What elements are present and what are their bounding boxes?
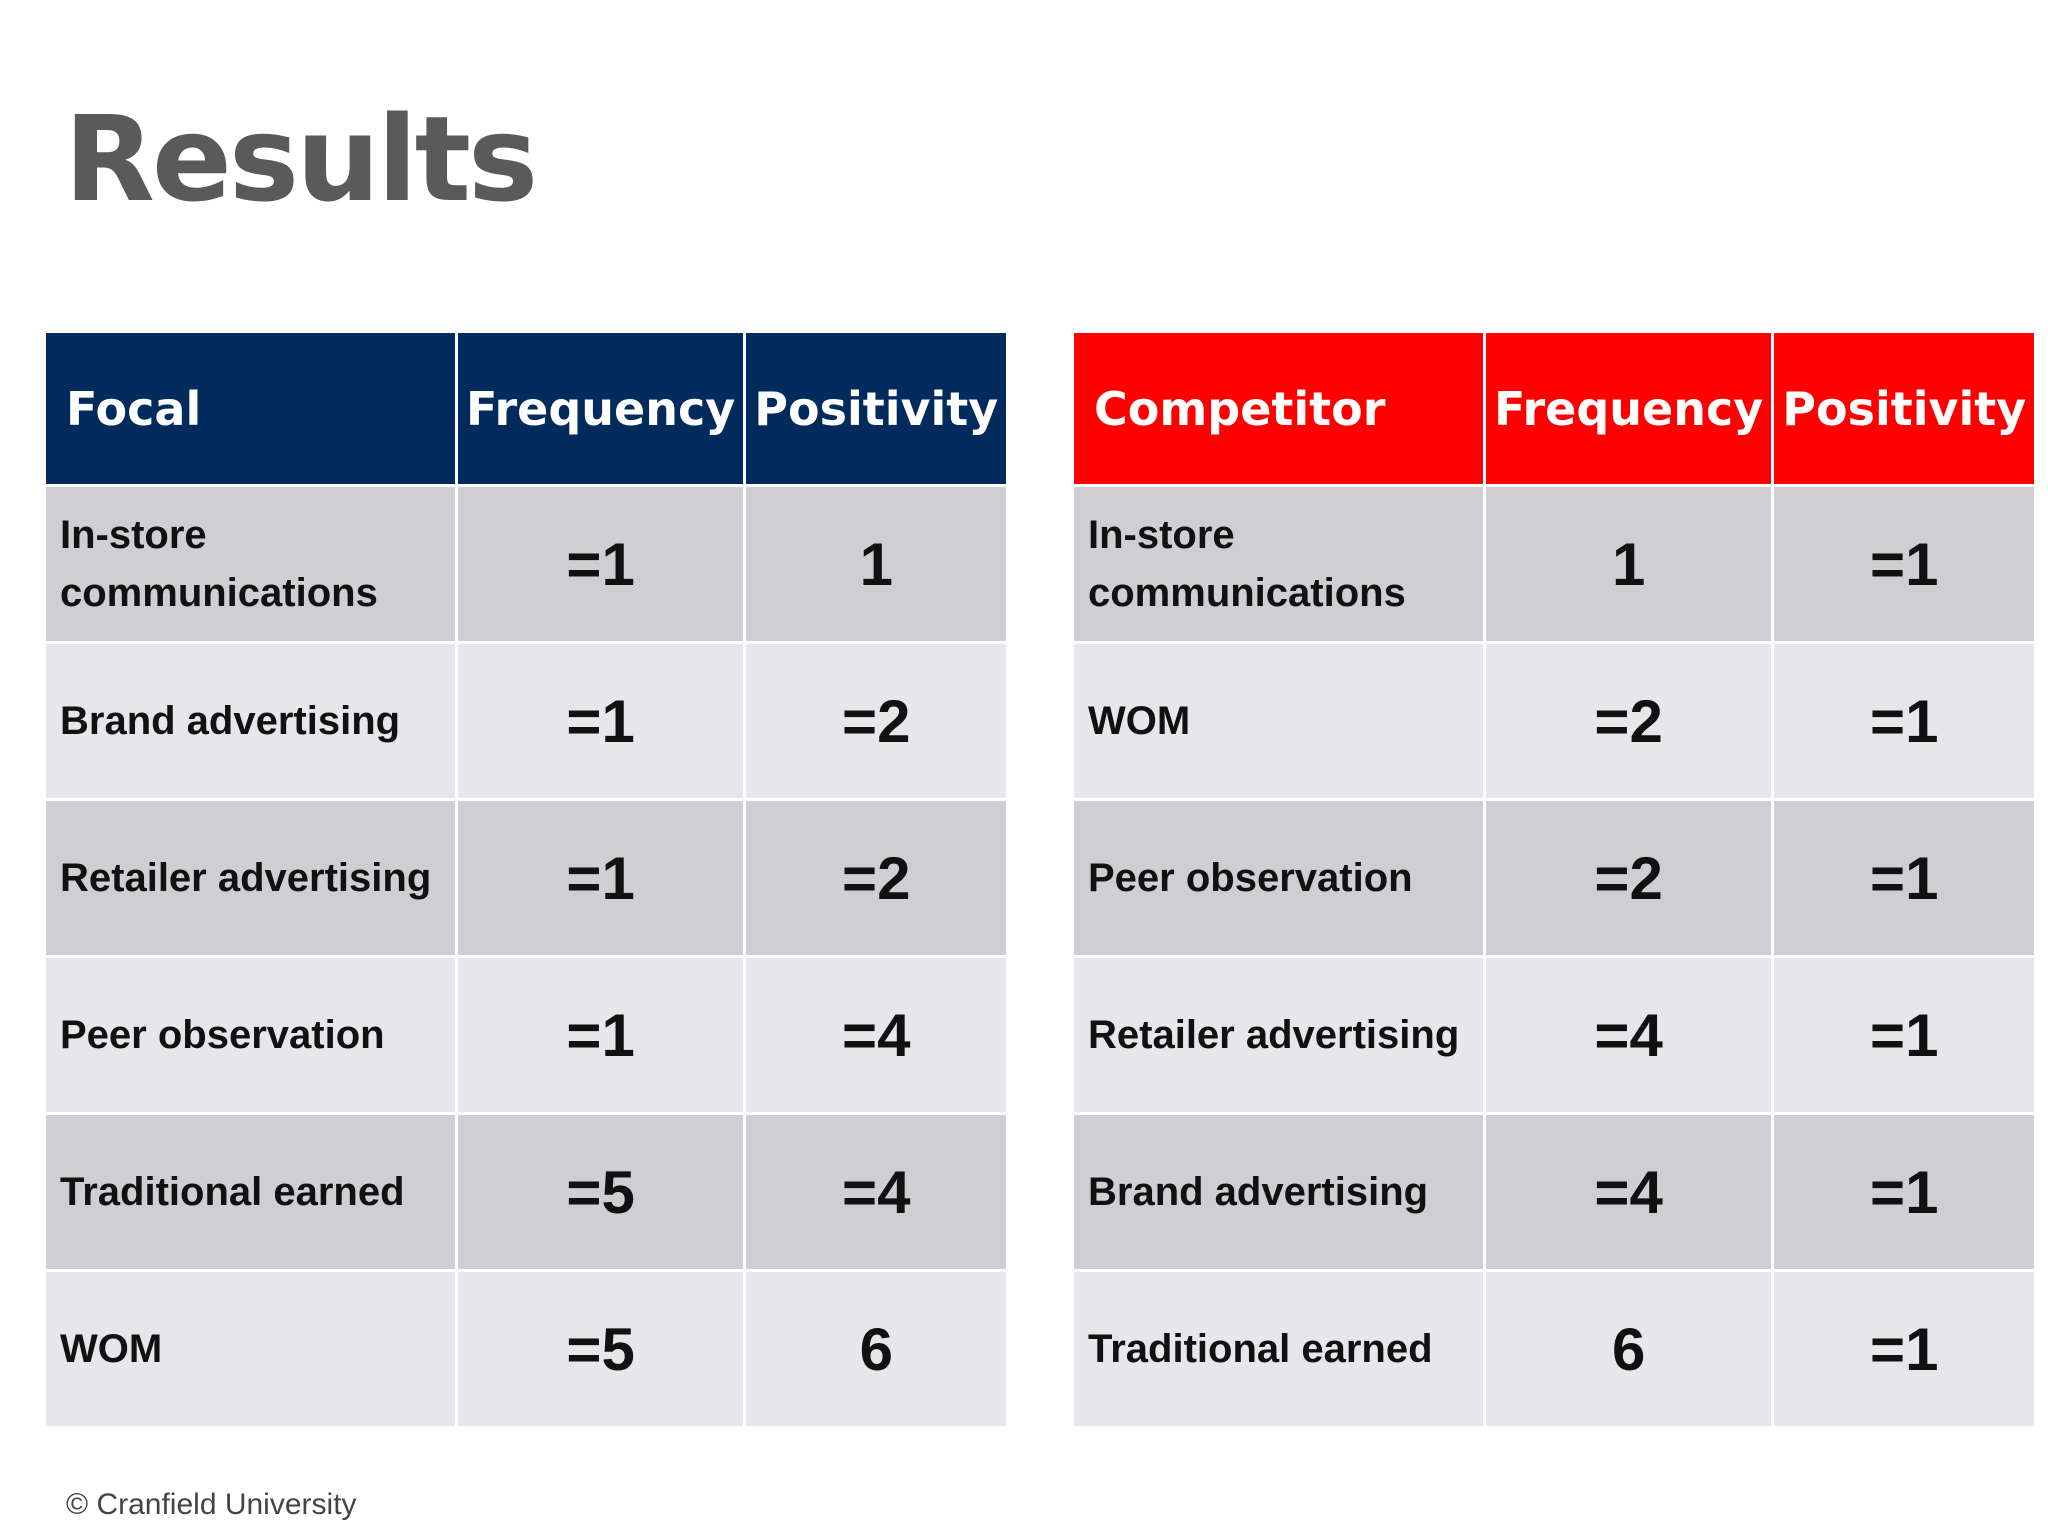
row-label: Retailer advertising [43, 798, 458, 958]
positivity-rank: =1 [1771, 641, 2038, 801]
row-label: Traditional earned [43, 1112, 458, 1272]
row-label: In-store communications [1071, 484, 1486, 644]
header-frequency: Frequency [1482, 330, 1775, 487]
header-positivity: Positivity [743, 330, 1010, 487]
positivity-rank: =2 [743, 641, 1010, 801]
frequency-rank: =1 [454, 641, 747, 801]
frequency-rank: =2 [1482, 798, 1775, 958]
positivity-rank: =4 [743, 955, 1010, 1115]
positivity-rank: =1 [1771, 484, 2038, 644]
frequency-rank: =1 [454, 955, 747, 1115]
table-row: Peer observation =1 =4 [43, 955, 1010, 1115]
header-positivity: Positivity [1771, 330, 2038, 487]
table-row: Traditional earned =5 =4 [43, 1112, 1010, 1272]
table-row: WOM =5 6 [43, 1269, 1010, 1429]
positivity-rank: =1 [1771, 798, 2038, 958]
header-competitor: Competitor [1071, 330, 1486, 487]
row-label: Peer observation [43, 955, 458, 1115]
row-label: WOM [1071, 641, 1486, 801]
frequency-rank: 1 [1482, 484, 1775, 644]
positivity-rank: =4 [743, 1112, 1010, 1272]
frequency-rank: =4 [1482, 955, 1775, 1115]
positivity-rank: =1 [1771, 1112, 2038, 1272]
focal-results-table: Focal Frequency Positivity In-store comm… [43, 330, 1010, 1429]
table-row: Peer observation =2 =1 [1071, 798, 2038, 958]
row-label: Brand advertising [43, 641, 458, 801]
frequency-rank: 6 [1482, 1269, 1775, 1429]
header-focal: Focal [43, 330, 458, 487]
table-row: Brand advertising =1 =2 [43, 641, 1010, 801]
copyright-footer: © Cranfield University [66, 1488, 357, 1521]
positivity-rank: =1 [1771, 955, 2038, 1115]
frequency-rank: =5 [454, 1269, 747, 1429]
row-label: Traditional earned [1071, 1269, 1486, 1429]
table-row: Retailer advertising =1 =2 [43, 798, 1010, 958]
table-row: Traditional earned 6 =1 [1071, 1269, 2038, 1429]
table-header-row: Focal Frequency Positivity [43, 330, 1010, 487]
frequency-rank: =2 [1482, 641, 1775, 801]
table-row: In-store communications =1 1 [43, 484, 1010, 644]
table-row: Brand advertising =4 =1 [1071, 1112, 2038, 1272]
frequency-rank: =1 [454, 798, 747, 958]
table-row: Retailer advertising =4 =1 [1071, 955, 2038, 1115]
row-label: Brand advertising [1071, 1112, 1486, 1272]
table-row: In-store communications 1 =1 [1071, 484, 2038, 644]
frequency-rank: =1 [454, 484, 747, 644]
row-label: Peer observation [1071, 798, 1486, 958]
header-frequency: Frequency [454, 330, 747, 487]
row-label: WOM [43, 1269, 458, 1429]
positivity-rank: =1 [1771, 1269, 2038, 1429]
frequency-rank: =5 [454, 1112, 747, 1272]
table-header-row: Competitor Frequency Positivity [1071, 330, 2038, 487]
positivity-rank: 6 [743, 1269, 1010, 1429]
competitor-results-table: Competitor Frequency Positivity In-store… [1071, 330, 2038, 1429]
frequency-rank: =4 [1482, 1112, 1775, 1272]
table-row: WOM =2 =1 [1071, 641, 2038, 801]
row-label: In-store communications [43, 484, 458, 644]
positivity-rank: =2 [743, 798, 1010, 958]
positivity-rank: 1 [743, 484, 1010, 644]
row-label: Retailer advertising [1071, 955, 1486, 1115]
page-title: Results [64, 90, 538, 228]
